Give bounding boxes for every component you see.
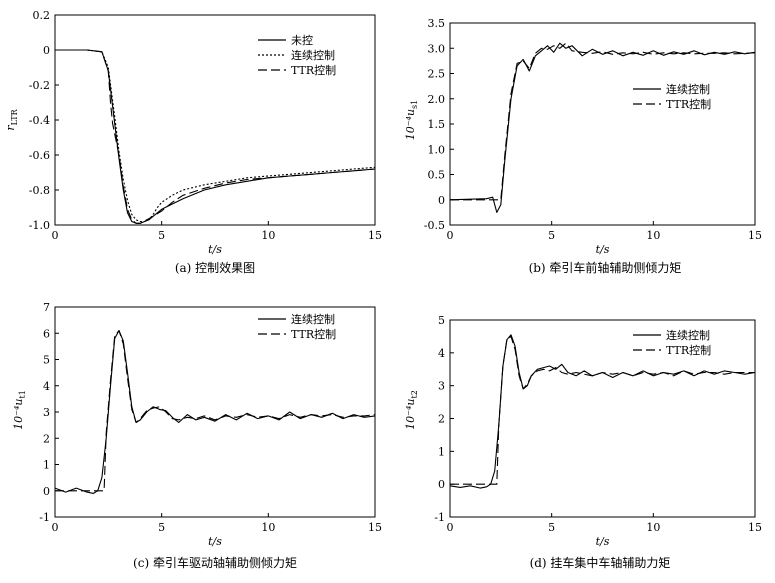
series-line-1 [449,334,756,489]
y-tick-label: 4 [438,347,445,360]
y-tick-label: 6 [43,327,50,340]
legend-label-1: 连续控制 [666,82,710,96]
y-tick-label: 3 [438,380,445,393]
y-tick-label: -0.8 [29,184,50,197]
y-tick-label: 1 [43,459,50,472]
x-tick-label: 10 [261,229,275,242]
chart-caption: (a) 控制效果图 [175,260,255,275]
x-axis-label: t/s [596,243,610,256]
y-tick-label: 0 [438,194,445,207]
chart-caption: (d) 挂车集中车轴辅助力矩 [530,555,671,570]
x-tick-label: 0 [52,229,59,242]
legend-label-2: TTR控制 [291,327,336,341]
y-tick-label: 5 [438,314,445,327]
x-tick-label: 15 [748,229,762,242]
y-tick-label: 2 [438,413,445,426]
legend-label-1: 未控 [291,33,313,47]
series-line-1 [54,330,376,494]
x-tick-label: 5 [158,521,165,534]
y-tick-label: 3 [43,406,50,419]
series-line-2 [450,42,756,201]
y-tick-label: 1.0 [428,143,446,156]
y-axis-label-main: r [4,125,17,131]
series-line-2 [55,49,376,223]
x-tick-label: 10 [646,229,660,242]
legend-label-2: TTR控制 [666,343,711,357]
x-tick-label: 5 [548,229,555,242]
x-axis-label: t/s [596,535,610,548]
y-axis-label-sub: s1 [410,100,419,109]
y-tick-label: 2.0 [428,93,446,106]
y-tick-label: -1 [434,511,445,524]
y-tick-label: -1 [39,511,50,524]
y-axis-label-sub: t1 [18,390,27,398]
y-axis-label: 10⁻⁴ut2 [404,390,419,430]
y-axis-label-main: 10⁻⁴u [404,399,417,430]
y-tick-label: 0.2 [33,9,51,22]
legend-label-1: 连续控制 [291,312,335,326]
y-tick-label: 3.0 [428,42,446,55]
chart-caption: (c) 牵引车驱动轴辅助侧倾力矩 [133,555,297,570]
y-tick-label: 5 [43,354,50,367]
x-tick-label: 5 [548,521,555,534]
y-tick-label: 1.5 [428,118,446,131]
y-tick-label: 4 [43,380,50,393]
chart-2: 0 5 10 153.53.02.52.01.51.00.50-0.5t/s10⁻⁴u… [404,17,762,275]
y-tick-label: 7 [43,301,50,314]
x-tick-label: 10 [646,521,660,534]
plot-frame [54,14,376,226]
y-axis-label-sub: t2 [410,390,419,398]
chart-1: 0 5 10 15 0.2 0 -0.2 -0.4 -0.6 -0.8 -1.0 t/s rLTR 未控连… [4,9,382,275]
y-tick-label: 0 [43,44,50,57]
series-line-3 [55,49,376,224]
y-axis-label: 10⁻⁴us1 [404,100,419,141]
y-tick-label: 1 [438,445,445,458]
y-axis-label: 10⁻⁴ut1 [12,390,27,430]
y-axis-label-main: 10⁻⁴u [12,399,25,430]
y-tick-label: 2 [43,432,50,445]
x-tick-label: 0 [52,521,59,534]
y-tick-label: 2.5 [428,68,446,81]
x-axis-label: t/s [208,243,222,256]
y-tick-label: 3.5 [428,17,446,30]
x-tick-label: 15 [368,521,382,534]
y-tick-label: -0.5 [424,219,445,232]
legend-label-1: 连续控制 [666,328,710,342]
y-tick-label: 0 [43,485,50,498]
y-tick-label: -0.6 [29,149,50,162]
x-tick-label: 5 [158,229,165,242]
x-tick-label: 0 [447,229,454,242]
y-tick-label: 0 [438,478,445,491]
legend-label-2: TTR控制 [666,97,711,111]
x-tick-label: 10 [261,521,275,534]
x-tick-label: 0 [447,521,454,534]
legend-label-2: 连续控制 [291,48,335,62]
y-axis-label-main: 10⁻⁴u [404,109,417,140]
y-tick-label: -0.4 [29,114,50,127]
series-line-2 [450,335,755,485]
legend-label-3: TTR控制 [291,63,336,77]
y-tick-label: -1.0 [29,219,50,232]
y-axis-label: rLTR [4,108,19,130]
x-axis-label: t/s [208,535,222,548]
y-tick-label: 0.5 [428,169,446,182]
series-line-1 [449,42,756,213]
y-tick-label: -0.2 [29,79,50,92]
x-tick-label: 15 [748,521,762,534]
x-tick-label: 15 [368,229,382,242]
chart-caption: (b) 牵引车前轴辅助侧倾力矩 [529,260,682,275]
y-axis-label-sub: LTR [10,108,19,125]
